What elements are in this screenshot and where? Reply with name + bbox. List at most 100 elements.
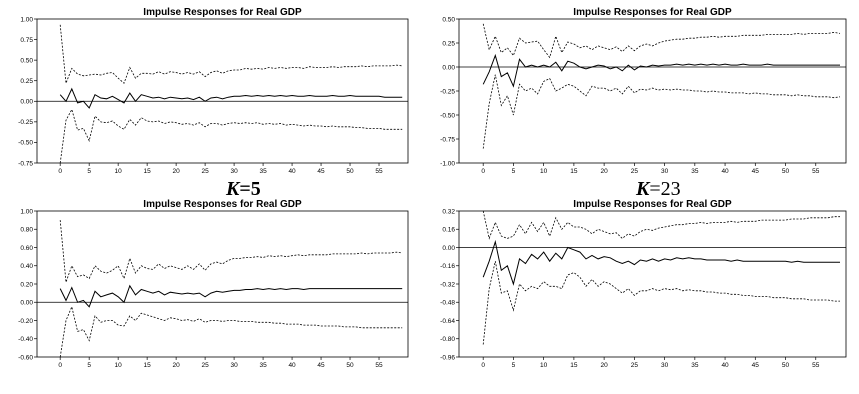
x-tick-label: 25 (631, 362, 639, 369)
y-tick-label: 0.16 (442, 227, 455, 234)
panel-label-k23-value: =23 (649, 178, 681, 200)
x-tick-label: 55 (812, 362, 820, 369)
y-tick-label: -0.64 (440, 318, 455, 325)
x-tick-label: 40 (721, 168, 729, 175)
x-tick-label: 5 (87, 362, 91, 369)
panel-label-k5-var: K (226, 178, 240, 200)
x-tick-label: 20 (601, 362, 609, 369)
y-tick-label: 0.32 (442, 208, 455, 215)
x-tick-label: 20 (173, 168, 181, 175)
y-tick-label: -0.16 (440, 263, 455, 270)
y-tick-label: -0.20 (18, 318, 33, 325)
chart-title: Impulse Responses for Real GDP (143, 199, 302, 210)
y-tick-label: -0.32 (440, 281, 455, 288)
x-tick-label: 55 (375, 168, 383, 175)
y-tick-label: -0.75 (18, 160, 33, 167)
chart-panel-1: Impulse Responses for Real GDP 1.00 0.75 0.… (18, 7, 409, 175)
x-tick-label: 30 (230, 168, 238, 175)
x-tick-label: 15 (144, 362, 152, 369)
y-tick-label: 0.00 (20, 99, 33, 106)
x-tick-label: 5 (512, 168, 516, 175)
x-tick-label: 30 (661, 168, 669, 175)
chart-panel-4: Impulse Responses for Real GDP 0.32 0.16 0.… (440, 199, 847, 369)
x-tick-label: 0 (481, 362, 485, 369)
plot-frame (36, 210, 409, 358)
confidence-band-line (59, 24, 403, 84)
y-tick-label: 0.00 (442, 64, 455, 71)
plot-frame (458, 210, 847, 358)
x-tick-label: 20 (173, 362, 181, 369)
x-tick-label: 30 (230, 362, 238, 369)
panel-label-k23: K=23 (636, 178, 681, 201)
x-tick-label: 0 (58, 362, 62, 369)
x-tick-label: 35 (691, 168, 699, 175)
x-tick-label: 10 (115, 168, 123, 175)
confidence-band-line (482, 210, 840, 240)
y-tick-label: 0.50 (442, 16, 455, 23)
confidence-band-line (59, 220, 403, 283)
impulse-response-line (59, 87, 403, 109)
x-tick-label: 15 (144, 168, 152, 175)
impulse-response-line (482, 239, 840, 286)
y-tick-label: -0.60 (18, 354, 33, 361)
y-tick-label: -0.80 (440, 336, 455, 343)
x-tick-label: 35 (259, 362, 267, 369)
confidence-band-line (59, 108, 403, 164)
impulse-response-line (59, 284, 403, 308)
y-tick-label: 0.00 (20, 300, 33, 307)
chart-panel-2: Impulse Responses for Real GDP 0.50 0.25 0.… (440, 7, 847, 175)
chart-panel-3: Impulse Responses for Real GDP 1.00 0.80 0.… (18, 199, 409, 369)
y-tick-label: 0.40 (20, 263, 33, 270)
plot-frame (458, 18, 847, 164)
confidence-band-line (482, 23, 841, 59)
x-tick-label: 10 (115, 362, 123, 369)
x-tick-label: 0 (58, 168, 62, 175)
y-tick-label: 1.00 (20, 16, 33, 23)
y-tick-label: -0.75 (440, 136, 455, 143)
x-tick-label: 30 (661, 362, 669, 369)
x-tick-label: 50 (346, 362, 354, 369)
chart-title: Impulse Responses for Real GDP (143, 7, 302, 18)
confidence-band-line (59, 305, 403, 358)
panel-label-k5: K=5 (226, 178, 261, 201)
y-tick-label: 0.25 (20, 78, 33, 85)
x-tick-label: 35 (259, 168, 267, 175)
plot-frame (36, 18, 409, 164)
x-tick-label: 10 (540, 168, 548, 175)
x-tick-label: 20 (601, 168, 609, 175)
y-tick-label: 0.00 (442, 245, 455, 252)
y-tick-label: 0.50 (20, 57, 33, 64)
y-tick-label: 0.25 (442, 40, 455, 47)
x-tick-label: 15 (570, 362, 578, 369)
x-tick-label: 40 (288, 168, 296, 175)
x-tick-label: 50 (782, 362, 790, 369)
x-tick-label: 50 (346, 168, 354, 175)
x-tick-label: 25 (201, 168, 209, 175)
panel-label-k23-var: K (636, 178, 650, 200)
x-tick-label: 45 (752, 168, 760, 175)
y-tick-label: 0.80 (20, 227, 33, 234)
x-tick-label: 50 (782, 168, 790, 175)
x-tick-label: 25 (201, 362, 209, 369)
y-tick-label: -0.96 (440, 354, 455, 361)
x-tick-label: 0 (481, 168, 485, 175)
x-tick-label: 5 (87, 168, 91, 175)
x-tick-label: 5 (512, 362, 516, 369)
y-tick-label: -0.25 (18, 119, 33, 126)
panel-label-k5-value: =5 (239, 178, 261, 200)
x-tick-label: 55 (375, 362, 383, 369)
y-tick-label: -0.48 (440, 300, 455, 307)
y-tick-label: -0.50 (440, 112, 455, 119)
y-tick-label: 1.00 (20, 208, 33, 215)
confidence-band-line (482, 74, 841, 149)
y-tick-label: 0.20 (20, 281, 33, 288)
x-tick-label: 15 (570, 168, 578, 175)
x-tick-label: 45 (752, 362, 760, 369)
chart-title: Impulse Responses for Real GDP (573, 7, 732, 18)
x-tick-label: 45 (317, 168, 325, 175)
chart-title: Impulse Responses for Real GDP (573, 199, 732, 210)
y-tick-label: -1.00 (440, 160, 455, 167)
confidence-band-line (482, 261, 840, 345)
x-tick-label: 45 (317, 362, 325, 369)
